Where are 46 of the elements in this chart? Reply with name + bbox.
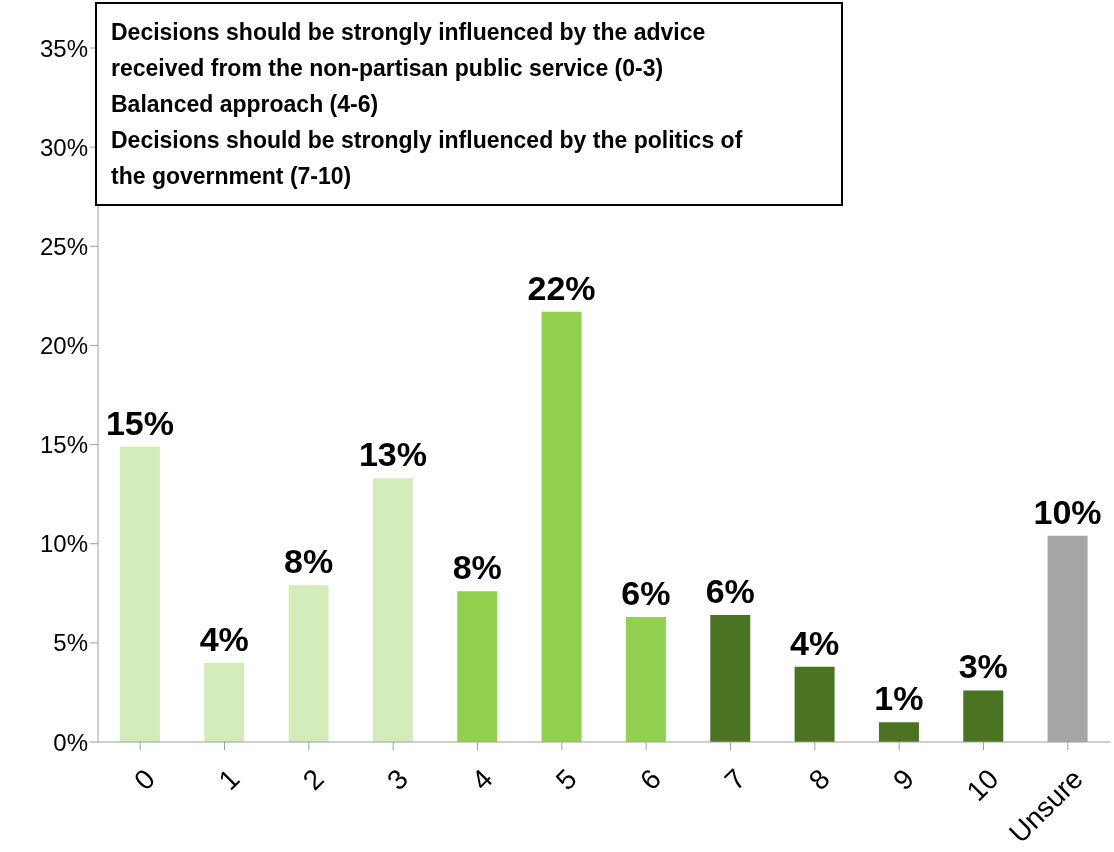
y-tick-label: 15% — [39, 431, 88, 459]
x-tick-label: 10 — [960, 763, 1005, 807]
data-label: 6% — [705, 572, 755, 611]
data-label: 4% — [790, 623, 840, 662]
data-label: 10% — [1033, 492, 1102, 531]
x-tick-label: 9 — [887, 763, 921, 796]
x-tick-label: 0 — [128, 763, 162, 796]
bar — [963, 690, 1004, 742]
x-tick-label: 3 — [381, 763, 415, 796]
bar — [119, 446, 160, 742]
data-label: 22% — [527, 268, 596, 307]
y-tick-label: 30% — [39, 133, 88, 161]
x-tick-label: 6 — [634, 763, 668, 796]
annotation: Decisions should be strongly influenced by the advice received from the non-partisan public service (0-3) — [111, 18, 707, 83]
data-label: 8% — [452, 548, 502, 587]
bar — [457, 591, 498, 742]
x-tick-label: 7 — [718, 763, 752, 796]
data-label: 3% — [958, 647, 1008, 686]
x-tick-label: 8 — [802, 763, 836, 796]
data-label: 1% — [874, 679, 924, 718]
bar — [372, 478, 413, 742]
y-tick-label: 5% — [53, 629, 88, 657]
y-tick-label: 20% — [39, 331, 88, 359]
data-label: 6% — [621, 574, 671, 613]
annotation: Decisions should be strongly influenced by the politics of the government (7-10) — [111, 126, 744, 191]
bar — [710, 615, 751, 742]
data-label: 8% — [284, 542, 334, 581]
y-tick-label: 25% — [39, 232, 88, 260]
annotation: Balanced approach (4-6) — [111, 90, 380, 119]
y-tick-label: 35% — [39, 34, 88, 62]
x-tick-label: 4 — [465, 763, 499, 796]
y-tick-label: 0% — [53, 728, 88, 756]
bar — [541, 311, 582, 742]
x-tick-label: 1 — [212, 763, 246, 796]
bar — [794, 666, 835, 742]
y-tick-label: 10% — [39, 530, 88, 558]
bar — [878, 722, 919, 742]
data-label: 4% — [199, 619, 249, 658]
x-tick-label: 2 — [296, 763, 330, 796]
bar — [288, 585, 329, 742]
bar — [204, 662, 245, 742]
x-tick-label: 5 — [549, 763, 583, 796]
data-label: 15% — [105, 403, 174, 442]
data-label: 13% — [358, 435, 427, 474]
note-box: Decisions should be strongly influenced by the advice received from the non-partisan public service (0-3) Balanced approach (4-6) Decisions should be strongly influenced by the politics of the government (7-10) — [95, 2, 843, 206]
bar — [625, 617, 666, 742]
